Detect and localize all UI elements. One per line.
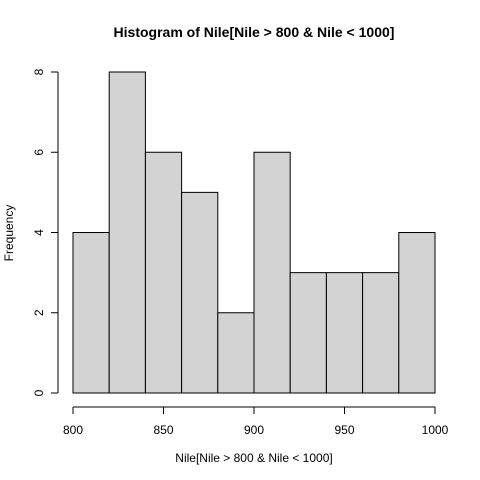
- x-tick-label-1: 850: [153, 423, 173, 437]
- histogram-bar-3: [181, 191, 219, 394]
- histogram-bar-0: [72, 232, 110, 394]
- histogram-bar-7: [325, 272, 364, 394]
- x-tick-label-0: 800: [63, 423, 83, 437]
- x-axis: 800 850 900 950 1000: [63, 406, 449, 437]
- histogram-bar-9: [398, 232, 436, 394]
- x-tick-label-3: 950: [334, 423, 354, 437]
- histogram-bar-1: [108, 71, 146, 394]
- y-tick-label-3: 6: [32, 149, 46, 156]
- chart-title: Histogram of Nile[Nile > 800 & Nile < 10…: [114, 24, 395, 40]
- bars-group: [72, 71, 436, 394]
- x-tick-label-2: 900: [244, 423, 264, 437]
- histogram-bar-5: [253, 151, 291, 394]
- x-tick-label-4: 1000: [422, 423, 449, 437]
- y-axis-label: Frequency: [2, 205, 16, 262]
- y-tick-label-2: 4: [32, 229, 46, 236]
- histogram-bar-4: [217, 312, 255, 394]
- x-axis-label: Nile[Nile > 800 & Nile < 1000]: [175, 451, 332, 465]
- y-tick-label-1: 2: [32, 309, 46, 316]
- histogram-bar-8: [362, 272, 400, 394]
- histogram-bar-6: [289, 272, 327, 394]
- histogram-bar-2: [144, 151, 183, 394]
- y-axis: 0 2 4 6 8: [32, 68, 59, 396]
- y-tick-label-4: 8: [32, 68, 46, 75]
- y-tick-label-0: 0: [32, 389, 46, 396]
